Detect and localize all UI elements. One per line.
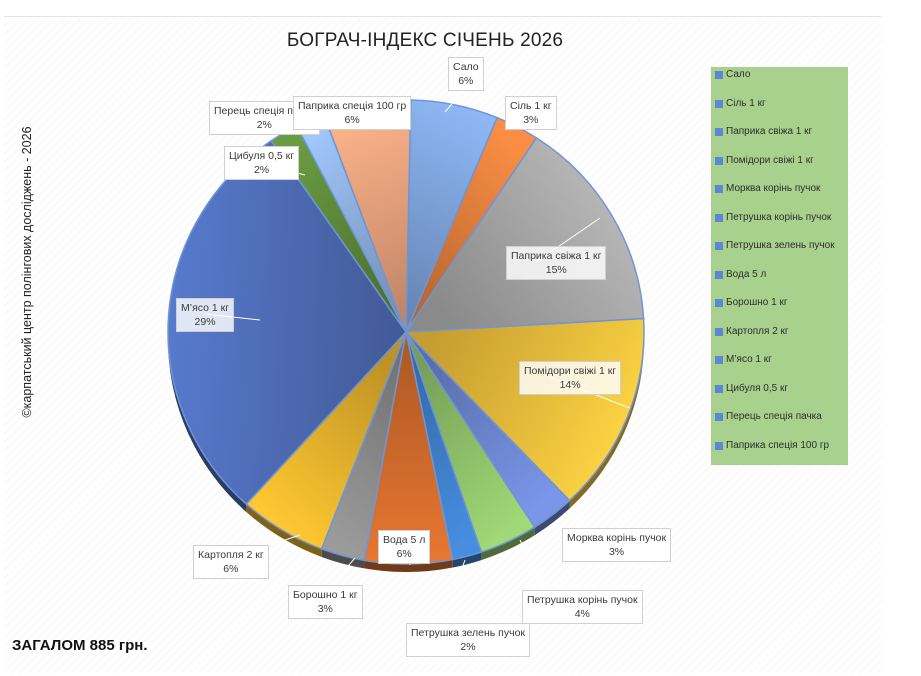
pie-side-3 [569,332,644,509]
legend-label: Борошно 1 кг [726,297,788,308]
data-label: Сіль 1 кг 3% [505,96,557,130]
pie-side-4 [534,500,570,536]
data-label: Паприка свіжа 1 кг 15% [506,246,607,280]
legend-swatch [715,99,723,108]
data-label: Сало 6% [448,57,484,91]
legend-label: Помідори свіжі 1 кг [726,154,814,166]
legend-swatch [715,327,723,336]
legend-item: Помідори свіжі 1 кг [715,155,847,167]
legend-item: Паприка спеція 100 гр [715,440,847,452]
legend-swatch [715,242,723,250]
data-label: Петрушка зелень пучок 2% [406,623,531,657]
legend-item: М’ясо 1 кг [715,354,847,366]
legend-label: Паприка спеція 100 гр [726,439,830,451]
legend-item: Цибуля 0,5 кг [715,383,847,395]
legend-item: Морква корінь пучок [715,183,847,195]
data-label: Картопля 2 кг 6% [193,545,269,579]
legend-label: М’ясо 1 кг [726,354,772,365]
legend-label: Вода 5 л [726,268,767,280]
data-label-name: Морква корінь пучок [567,532,667,544]
data-label: Петрушка корінь пучок 4% [522,590,643,624]
pie-side-9 [246,504,322,557]
legend-swatch [715,185,723,193]
legend-label: Картопля 2 кг [726,325,789,337]
data-label-percent: 14% [559,379,581,391]
total-label: ЗАГАЛОМ 885 грн. [12,637,148,654]
legend-item: Борошно 1 кг [715,297,847,309]
pie-side-7 [364,559,453,572]
legend-label: Морква корінь пучок [726,183,821,194]
legend-label: Сало [726,69,751,80]
legend-swatch [715,156,723,165]
legend-label: Перець спеція пачка [726,411,822,422]
legend-swatch [715,413,723,421]
data-label-percent: 6% [396,548,412,560]
data-label-percent: 15% [545,264,567,276]
pie-side-10 [168,332,247,513]
data-label-percent: 2% [256,119,272,131]
legend-swatch [715,356,723,364]
chart-title: БОГРАЧ-ІНДЕКС СІЧЕНЬ 2026 [286,30,564,51]
data-label-name: Петрушка корінь пучок [527,594,638,606]
data-label-percent: 3% [523,114,539,126]
legend-swatch [715,71,723,79]
legend-swatch [715,441,723,450]
legend-item: Сало [715,69,847,81]
pie-slice-2 [404,136,645,333]
chart-legend: Сало Сіль 1 кг Паприка свіжа 1 кг Помідори … [711,67,848,465]
legend-item: Картопля 2 кг [715,326,847,338]
legend-swatch [715,299,723,307]
data-label: Вода 5 л 6% [378,530,431,564]
data-label-percent: 6% [223,563,239,575]
legend-item: Петрушка зелень пучок [715,240,847,252]
data-label-percent: 6% [458,75,474,87]
data-label: Морква корінь пучок 3% [562,528,672,562]
data-label-percent: 3% [608,546,625,558]
legend-swatch [715,213,723,222]
legend-item: Сіль 1 кг [715,98,847,110]
data-label-name: Сало [453,61,479,73]
pie-side-6 [452,552,482,568]
data-label-name: Вода 5 л [383,534,426,546]
legend-swatch [715,384,723,393]
data-label-percent: 2% [253,164,270,176]
data-label-name: Петрушка зелень пучок [411,627,526,639]
data-label-percent: 4% [574,608,590,620]
data-label: Цибуля 0,5 кг 2% [224,146,300,180]
data-label-name: М’ясо 1 кг [181,302,230,314]
data-label-name: Цибуля 0,5 кг [229,150,295,162]
legend-item: Петрушка корінь пучок [715,212,847,224]
legend-label: Сіль 1 кг [726,97,766,109]
data-label-percent: 29% [194,316,216,328]
data-label-name: Сіль 1 кг [510,100,552,112]
legend-label: Петрушка корінь пучок [726,211,832,223]
legend-swatch [715,270,723,279]
data-label-percent: 3% [317,603,333,615]
data-label-name: Картопля 2 кг [198,549,264,561]
data-label-percent: 6% [344,114,360,126]
data-label-name: Паприка свіжа 1 кг [511,250,602,262]
legend-label: Петрушка зелень пучок [726,240,835,251]
data-label-name: Перець спеція пачка [214,105,315,117]
legend-swatch [715,128,723,136]
data-label-name: Помідори свіжі 1 кг [524,365,617,377]
data-label-name: Паприка спеція 100 гр [298,100,407,112]
legend-item: Вода 5 л [715,269,847,281]
data-label-percent: 2% [460,641,476,653]
data-label: М’ясо 1 кг 29% [176,298,235,332]
data-label: Паприка спеція 100 гр 6% [293,96,412,130]
legend-label: Паприка свіжа 1 кг [726,126,813,137]
pie-side-8 [321,548,365,569]
legend-label: Цибуля 0,5 кг [726,382,789,394]
data-label-name: Борошно 1 кг [293,589,358,601]
legend-item: Перець спеція пачка [715,411,847,423]
legend-item: Паприка свіжа 1 кг [715,126,847,138]
data-label: Помідори свіжі 1 кг 14% [519,361,622,395]
data-label: Борошно 1 кг 3% [288,585,363,619]
